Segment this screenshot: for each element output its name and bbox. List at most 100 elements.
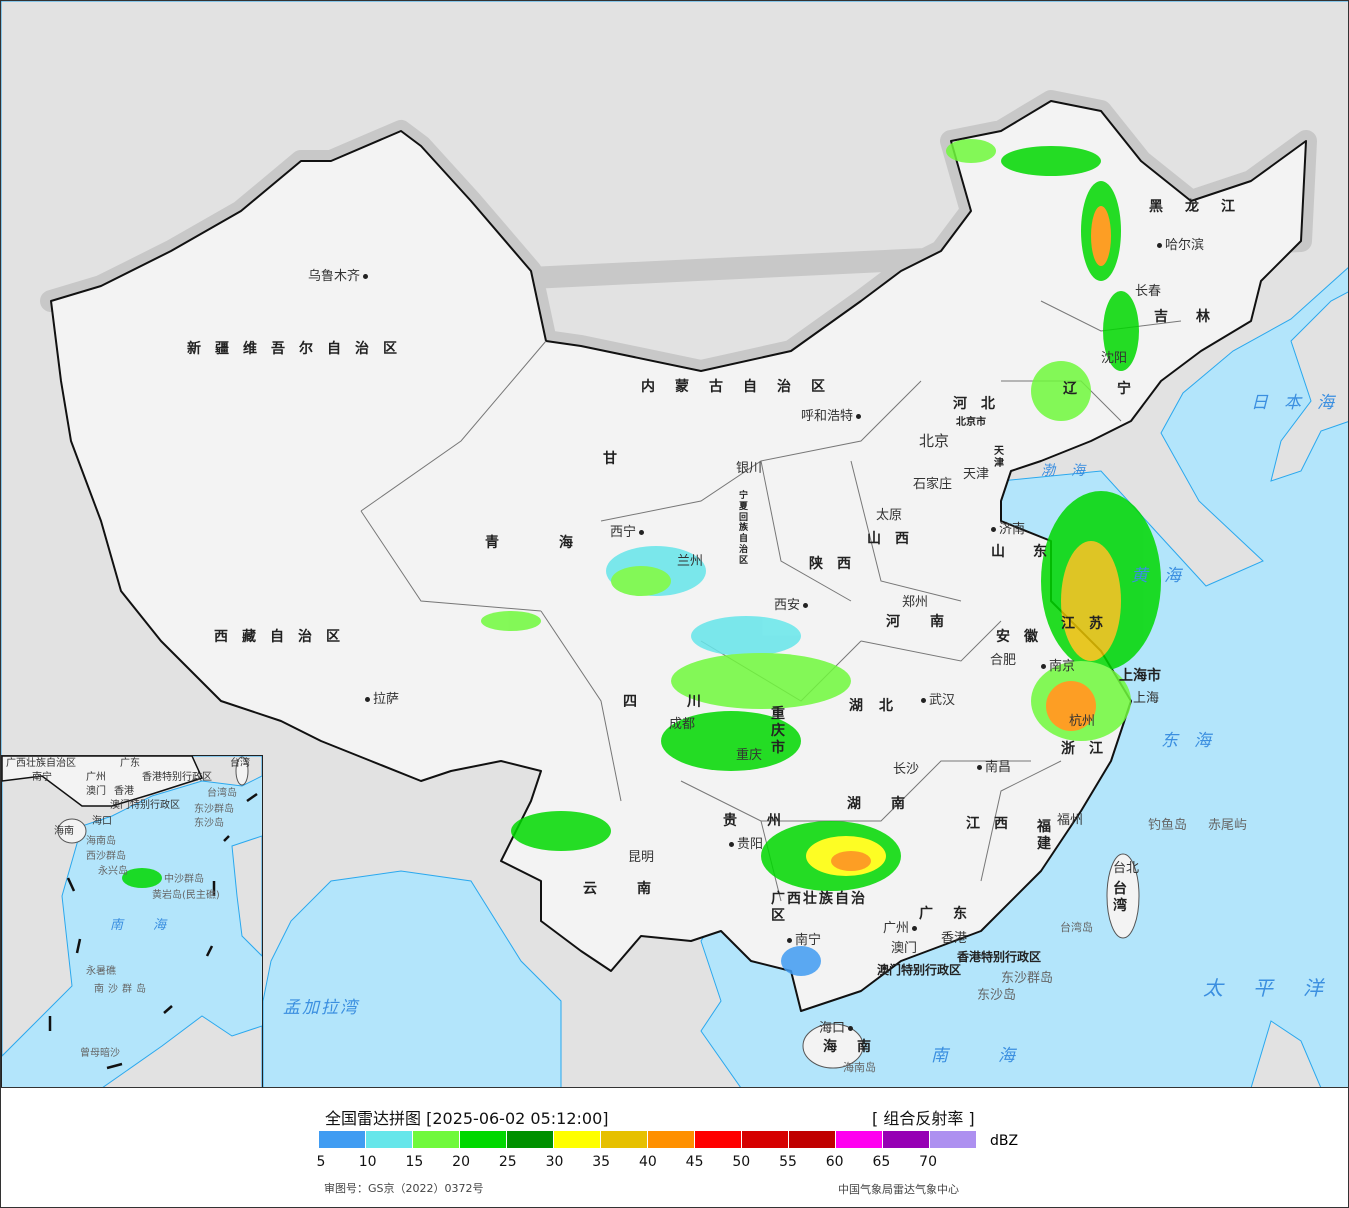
echo (671, 653, 851, 709)
echo (481, 611, 541, 631)
luzon-land (1250, 1020, 1322, 1087)
province-label: 天津 (994, 446, 1004, 469)
province-label: 海南 (823, 1039, 891, 1055)
province-label: 贵州 (723, 813, 811, 829)
echo (831, 851, 871, 871)
province-label: 上海市 (1119, 668, 1161, 684)
color-bar-swatch (789, 1131, 836, 1148)
color-bar-swatch (319, 1131, 366, 1148)
province-label: 湖北 (849, 698, 909, 714)
province-label: 辽宁 (1063, 381, 1171, 397)
inset-label: 黄岩岛(民主礁) (152, 890, 220, 901)
city-label: 呼和浩特 (801, 409, 861, 425)
province-label: 广西壮族自治区 (771, 891, 867, 924)
legend-title: 全国雷达拼图 [2025-06-02 05:12:00] (325, 1109, 609, 1128)
color-bar-tick: 50 (732, 1154, 751, 1170)
island-label: 钓鱼岛 (1148, 818, 1188, 833)
color-bar-tick: 5 (316, 1154, 326, 1170)
province-label: 江西 (966, 816, 1022, 832)
province-label: 青海 (485, 535, 633, 551)
province-label: 宁夏回族自治区 (739, 491, 749, 566)
color-bar-swatch (836, 1131, 883, 1148)
color-bar-swatch (648, 1131, 695, 1148)
echo (1061, 541, 1121, 661)
inset-label: 台湾岛 (207, 788, 237, 799)
legend (0, 1088, 1349, 1208)
city-label: 银川 (736, 461, 763, 476)
city-label: 香港 (941, 931, 968, 946)
city-label: 乌鲁木齐 (308, 269, 368, 285)
city-label: 南京 (1041, 659, 1075, 675)
south-china-sea-inset: 广西壮族自治区 广东 南宁 广州 澳门 香港 香港特别行政区 澳门特别行政区 台… (1, 755, 263, 1087)
color-bar-tick: 20 (452, 1154, 471, 1170)
island-label: 赤尾屿 (1208, 818, 1248, 833)
color-bar-tick: 10 (358, 1154, 377, 1170)
island-label: 海南岛 (843, 1061, 876, 1074)
color-bar-tick: 60 (825, 1154, 844, 1170)
echo (511, 811, 611, 851)
japan-land (1270, 291, 1348, 482)
city-label: 澳门 (891, 941, 918, 956)
inset-label: 海南岛 (86, 836, 116, 847)
color-bar-swatch (507, 1131, 554, 1148)
inset-label: 香港特别行政区 (142, 772, 212, 783)
province-label: 内蒙古自治区 (641, 379, 845, 395)
province-label: 黑龙江 (1149, 199, 1257, 215)
color-bar-swatch (554, 1131, 601, 1148)
echo (1103, 291, 1139, 371)
province-label: 甘 (603, 451, 631, 467)
city-label: 西宁 (610, 525, 644, 541)
radar-map[interactable]: 新疆维吾尔自治区 西藏自治区 青海 甘 内蒙古自治区 黑龙江 吉林 辽宁 河北 … (1, 1, 1348, 1088)
color-bar-tick: 35 (592, 1154, 611, 1170)
inset-base (2, 756, 262, 1087)
sea-label: 东海 (1161, 731, 1227, 751)
inset-label: 南沙群岛 (94, 984, 150, 995)
inset-label: 中沙群岛 (164, 874, 204, 885)
province-label: 台湾 (1113, 881, 1127, 914)
inset-label: 南宁 (32, 772, 52, 783)
inset-sea-label: 南海 (110, 918, 197, 933)
province-label: 陕西 (809, 556, 865, 572)
city-label: 沈阳 (1101, 351, 1128, 366)
island-label: 台湾岛 (1060, 921, 1093, 934)
color-bar (319, 1131, 977, 1148)
color-bar-swatch (695, 1131, 742, 1148)
color-bar-tick: 15 (405, 1154, 424, 1170)
echo (122, 868, 162, 888)
province-label: 河南 (886, 614, 974, 630)
province-label: 四川 (623, 694, 751, 710)
color-bar-swatch (601, 1131, 648, 1148)
sea-label: 孟加拉湾 (283, 998, 359, 1018)
echo (946, 139, 996, 163)
province-label: 福建 (1037, 819, 1051, 852)
city-label: 合肥 (990, 653, 1017, 668)
inset-label: 广西壮族自治区 (6, 758, 76, 769)
sea-label: 南海 (931, 1046, 1065, 1066)
echo (1091, 206, 1111, 266)
color-bar-tick: 30 (545, 1154, 564, 1170)
map-approval-number: 审图号：GS京（2022）0372号 (324, 1182, 484, 1195)
sea-label: 太平洋 (1203, 976, 1348, 1000)
province-label: 重庆市 (771, 706, 785, 756)
province-label: 新疆维吾尔自治区 (187, 341, 411, 357)
city-label: 上海 (1133, 691, 1160, 706)
province-label: 浙江 (1061, 741, 1117, 757)
city-label: 南昌 (977, 760, 1011, 776)
city-label: 广州 (883, 921, 917, 937)
color-bar-tick: 40 (638, 1154, 657, 1170)
province-label: 河北 (953, 396, 1009, 412)
province-label: 北京市 (956, 417, 986, 428)
color-bar-tick: 45 (685, 1154, 704, 1170)
city-label: 杭州 (1069, 714, 1096, 729)
city-label: 南宁 (787, 933, 821, 949)
product-name: [ 组合反射率 ] (872, 1109, 975, 1128)
inset-label: 东沙群岛 (194, 804, 234, 815)
inset-label: 曾母暗沙 (80, 1048, 120, 1059)
city-label: 太原 (876, 508, 903, 523)
city-label: 昆明 (628, 850, 655, 865)
inset-label: 澳门特别行政区 (110, 800, 180, 811)
sea-label: 日本海 (1251, 393, 1348, 413)
inset-label: 西沙群岛 (86, 851, 126, 862)
organization-label: 中国气象局雷达气象中心 (838, 1183, 959, 1196)
city-label: 长春 (1135, 284, 1162, 299)
